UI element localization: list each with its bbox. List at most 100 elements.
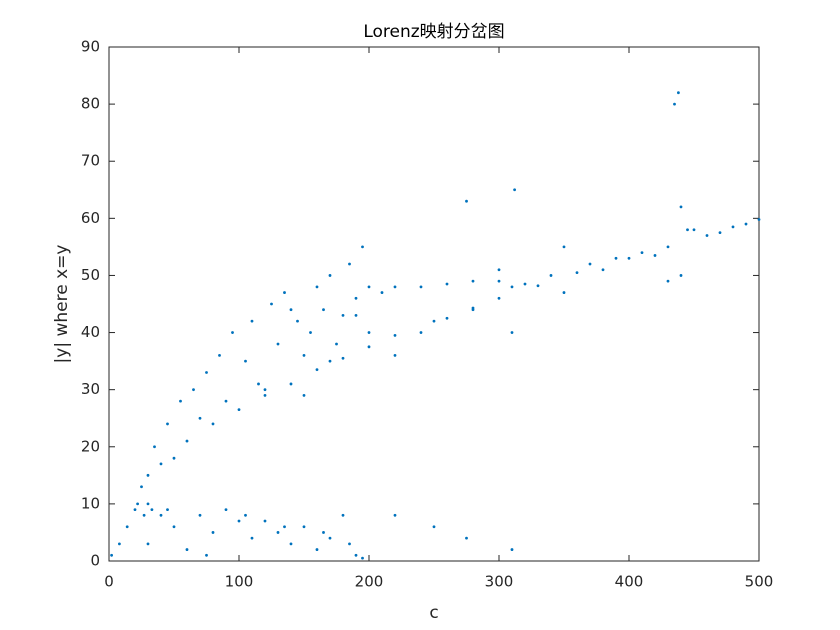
point: [198, 416, 202, 420]
point: [218, 354, 221, 357]
point: [666, 245, 670, 249]
point: [705, 234, 709, 237]
point: [348, 542, 351, 546]
point: [510, 285, 514, 289]
point: [465, 536, 468, 540]
x-tick-label: 200: [355, 573, 384, 591]
point: [140, 485, 143, 489]
point: [445, 282, 449, 286]
point: [666, 279, 670, 283]
point: [250, 536, 254, 540]
point: [367, 285, 371, 289]
point: [445, 316, 449, 320]
point: [185, 439, 189, 443]
point: [172, 456, 176, 460]
point: [510, 331, 514, 334]
point: [497, 279, 501, 283]
point: [150, 508, 154, 511]
point: [419, 285, 423, 289]
point: [341, 314, 345, 317]
point: [510, 548, 514, 551]
point: [315, 285, 319, 289]
point: [361, 245, 364, 249]
point: [136, 502, 140, 506]
x-tick-label: 100: [225, 573, 254, 591]
point: [562, 245, 566, 249]
y-tick-label: 20: [81, 437, 100, 455]
point: [244, 359, 247, 363]
y-tick-label: 10: [81, 494, 100, 512]
point: [393, 285, 397, 289]
point: [263, 393, 267, 397]
point: [146, 542, 150, 546]
point: [205, 553, 208, 557]
point: [263, 519, 267, 523]
axes-box: [108, 46, 760, 562]
point: [110, 553, 113, 557]
x-tick-label: 500: [745, 573, 774, 591]
point: [614, 256, 618, 260]
point: [513, 188, 516, 192]
point: [142, 513, 146, 517]
point: [673, 102, 676, 106]
point: [159, 462, 163, 466]
point: [692, 228, 696, 232]
point: [393, 513, 397, 517]
point: [601, 268, 605, 272]
point: [118, 542, 121, 546]
y-tick-label: 40: [81, 323, 100, 341]
point: [354, 553, 358, 557]
x-tick-label: 400: [615, 573, 644, 591]
point: [328, 274, 332, 277]
y-tick-label: 90: [81, 38, 100, 56]
point: [231, 331, 234, 334]
point: [166, 508, 169, 511]
y-tick-label: 30: [81, 380, 100, 398]
point: [237, 519, 241, 523]
point: [744, 222, 748, 226]
point: [497, 296, 501, 300]
point: [367, 331, 371, 334]
point: [465, 199, 468, 203]
point: [341, 513, 345, 517]
point: [302, 525, 306, 529]
point: [549, 274, 553, 277]
point: [536, 284, 540, 288]
point: [302, 393, 306, 397]
y-axis-label: |y| where x=y: [52, 245, 72, 364]
point: [679, 274, 683, 277]
point: [224, 399, 228, 403]
point: [380, 291, 384, 294]
point: [686, 228, 689, 232]
point: [679, 205, 683, 209]
point: [166, 422, 169, 426]
point: [471, 279, 475, 283]
point: [335, 342, 338, 346]
y-tick-label: 70: [81, 152, 100, 170]
point: [627, 256, 631, 260]
point: [315, 548, 319, 551]
point: [185, 548, 189, 551]
point: [205, 371, 208, 374]
point: [640, 251, 644, 255]
point: [159, 513, 163, 517]
x-tick-label: 300: [485, 573, 514, 591]
point: [471, 308, 475, 312]
point: [133, 508, 137, 511]
point: [328, 359, 332, 363]
point: [270, 302, 273, 306]
point: [322, 308, 325, 312]
x-axis-label: c: [429, 603, 438, 623]
point: [367, 345, 371, 349]
point: [432, 319, 436, 323]
point: [211, 531, 215, 534]
point: [276, 531, 280, 534]
point: [276, 342, 280, 346]
point: [192, 388, 195, 392]
point: [153, 445, 156, 449]
point: [731, 225, 735, 229]
point: [289, 308, 293, 312]
y-tick-label: 50: [81, 266, 100, 284]
point: [393, 334, 397, 337]
point: [283, 525, 286, 529]
